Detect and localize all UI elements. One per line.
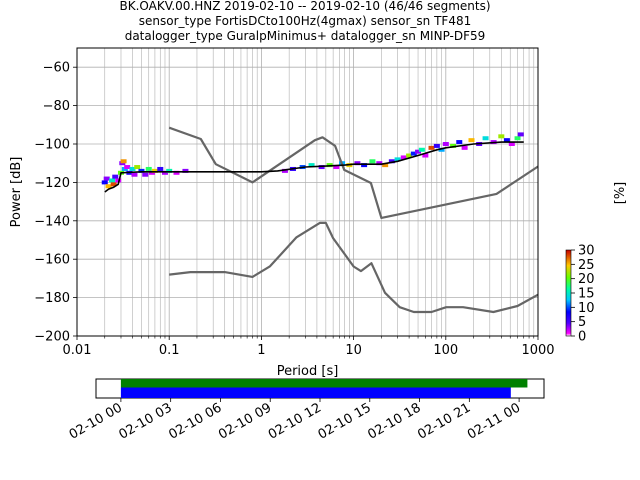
- time-coverage-blue-bar: [120, 387, 511, 398]
- colorbar-tick-label: 15: [578, 287, 595, 302]
- ppsd-cell: [333, 165, 340, 170]
- y-tick-label: −140: [34, 214, 70, 229]
- x-tick-label: 0.01: [63, 343, 92, 358]
- ppsd-cell: [450, 143, 457, 148]
- ppsd-cell: [134, 165, 141, 170]
- ppsd-cell: [422, 153, 429, 158]
- ppsd-cell: [415, 149, 422, 154]
- colorbar-gradient: [565, 249, 572, 337]
- ppsd-cell: [503, 138, 510, 143]
- ppsd-cell: [166, 168, 173, 173]
- ppsd-cell: [369, 159, 376, 164]
- colorbar-tick-label: 0: [578, 330, 586, 345]
- y-tick-label: −60: [43, 61, 70, 76]
- colorbar-tick-label: 10: [578, 301, 595, 316]
- ppsd-cell: [124, 165, 131, 170]
- chart-title-line-3: datalogger_type GuralpMinimus+ datalogge…: [125, 29, 486, 43]
- ppsd-cell: [161, 170, 168, 175]
- ppsd-cell: [508, 142, 515, 146]
- x-tick-label: 0.1: [159, 343, 180, 358]
- new-high-noise-model: [168, 126, 539, 219]
- ppsd-cell: [115, 178, 122, 183]
- y-tick-label: −120: [34, 176, 70, 191]
- ppsd-cell: [103, 176, 110, 181]
- ppsd-cell: [456, 140, 463, 145]
- ppsd-cell: [173, 170, 180, 175]
- plot-frame: [76, 47, 539, 337]
- ppsd-cell: [157, 166, 164, 171]
- ppsd-cell: [442, 142, 449, 146]
- chart-title-line-1: BK.OAKV.00.HNZ 2019-02-10 -- 2019-02-10 …: [119, 0, 490, 13]
- time-coverage-green-bar: [120, 379, 528, 388]
- ppsd-cell: [428, 145, 435, 150]
- ppsd-cell: [406, 153, 413, 158]
- y-tick-label: −200: [34, 330, 70, 345]
- x-tick-label: 100: [433, 343, 458, 358]
- x-axis-label: Period [s]: [277, 364, 339, 379]
- mode-curve: [104, 141, 524, 193]
- ppsd-cell: [112, 174, 119, 179]
- colorbar-tick-label: 5: [578, 315, 586, 330]
- ppsd-cell: [109, 178, 116, 183]
- mode-curve-layer: [104, 141, 524, 193]
- colorbar-tick-label: 25: [578, 258, 595, 273]
- ppsd-cell: [110, 182, 117, 187]
- ppsd-cell: [105, 184, 112, 189]
- ppsd-cell: [354, 161, 361, 166]
- x-tick-label: 1000: [521, 343, 554, 358]
- ppsd-cell: [468, 138, 475, 143]
- ppsd-cell: [101, 180, 108, 185]
- ppsd-cell: [433, 143, 440, 148]
- ppsd-cell: [145, 166, 152, 171]
- ppsd-cell: [382, 163, 389, 168]
- noise-models: [168, 126, 539, 314]
- ppsd-cell: [131, 172, 138, 177]
- ppsd-cell: [438, 147, 445, 152]
- colorbar-tick-label: 30: [578, 244, 595, 259]
- ppsd-cell: [482, 136, 489, 141]
- ppsd-cell: [394, 157, 401, 162]
- ppsd-cell: [400, 155, 407, 160]
- y-ticks: −60 −80 −100 −120 −140 −160 −180 −200: [34, 61, 77, 345]
- ppsd-cell: [182, 168, 189, 173]
- colorbar-label: [%]: [613, 182, 628, 205]
- ppsd-cell: [514, 136, 521, 141]
- y-axis-label: Power [dB]: [9, 157, 24, 228]
- ppsd-cell: [461, 145, 468, 150]
- ppsd-cell: [308, 163, 315, 168]
- ppsd-cell: [151, 168, 158, 173]
- ppsd-cell: [517, 132, 524, 137]
- y-tick-label: −160: [34, 253, 70, 268]
- ppsd-cell: [376, 161, 383, 166]
- ppsd-cell: [418, 147, 425, 152]
- ppsd-cell: [138, 168, 145, 173]
- ppsd-cell: [388, 159, 395, 164]
- x-tick-label: 10: [345, 343, 362, 358]
- y-tick-label: −180: [34, 291, 70, 306]
- ppsd-cell: [410, 151, 417, 156]
- ppsd-cell: [498, 134, 505, 139]
- ppsd-cell: [129, 166, 136, 171]
- ppsd-cell: [120, 159, 127, 164]
- colorbar-tick-label: 20: [578, 272, 595, 287]
- ppsd-cell: [361, 163, 368, 168]
- ppsd-cell: [142, 172, 149, 177]
- time-coverage-bars: [120, 379, 528, 398]
- y-tick-label: −80: [43, 99, 70, 114]
- chart-title-line-2: sensor_type FortisDCto100Hz(4gmax) senso…: [139, 14, 471, 28]
- x-tick-label: 1: [257, 343, 265, 358]
- new-low-noise-model: [169, 221, 539, 314]
- y-tick-label: −100: [34, 138, 70, 153]
- ppsd-cell: [281, 168, 288, 173]
- x-ticks: 0.01 0.1 1 10 100 1000: [63, 336, 555, 358]
